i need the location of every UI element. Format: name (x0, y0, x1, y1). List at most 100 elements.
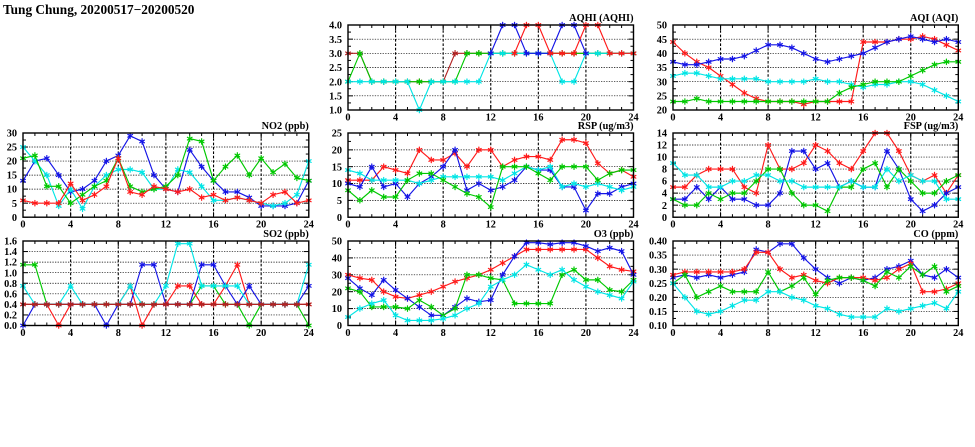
svg-text:12: 12 (485, 328, 495, 339)
svg-text:8: 8 (765, 113, 770, 124)
svg-text:14: 14 (657, 128, 667, 139)
svg-text:25: 25 (331, 128, 341, 139)
svg-text:10: 10 (331, 179, 341, 190)
svg-text:45: 45 (657, 35, 667, 46)
svg-text:0: 0 (345, 328, 350, 339)
svg-text:8: 8 (662, 164, 667, 175)
svg-text:12: 12 (160, 328, 170, 339)
svg-text:40: 40 (331, 254, 341, 265)
svg-text:1.4: 1.4 (4, 247, 17, 258)
svg-text:30: 30 (657, 77, 667, 88)
svg-text:0.4: 0.4 (4, 300, 17, 311)
svg-text:0: 0 (670, 219, 675, 230)
svg-text:4: 4 (68, 219, 73, 230)
svg-text:12: 12 (810, 113, 820, 124)
svg-text:2.0: 2.0 (329, 77, 342, 88)
svg-text:12: 12 (810, 219, 820, 230)
svg-text:25: 25 (657, 91, 667, 102)
svg-text:16: 16 (858, 328, 868, 339)
svg-text:12: 12 (160, 219, 170, 230)
svg-text:4.0: 4.0 (329, 21, 342, 32)
svg-text:30: 30 (6, 128, 16, 139)
svg-text:0.30: 0.30 (649, 265, 667, 276)
svg-text:0.6: 0.6 (4, 290, 17, 301)
svg-text:0.10: 0.10 (649, 321, 667, 332)
svg-text:8: 8 (765, 219, 770, 230)
svg-text:2.5: 2.5 (329, 63, 342, 74)
svg-text:AQI (AQI): AQI (AQI) (910, 13, 958, 24)
svg-text:6: 6 (662, 176, 667, 187)
svg-text:20: 20 (256, 328, 266, 339)
svg-text:20: 20 (580, 328, 590, 339)
svg-text:10: 10 (657, 152, 667, 163)
svg-text:0.0: 0.0 (4, 321, 17, 332)
svg-text:0: 0 (337, 321, 342, 332)
svg-text:4: 4 (718, 219, 723, 230)
svg-text:12: 12 (485, 219, 495, 230)
svg-text:8: 8 (115, 328, 120, 339)
svg-text:8: 8 (440, 328, 445, 339)
svg-text:12: 12 (810, 328, 820, 339)
svg-text:16: 16 (858, 219, 868, 230)
svg-text:4: 4 (718, 113, 723, 124)
svg-text:24: 24 (953, 328, 963, 339)
svg-text:AQHI (AQHI): AQHI (AQHI) (569, 13, 633, 24)
svg-text:O3 (ppb): O3 (ppb) (593, 229, 633, 240)
svg-text:20: 20 (905, 328, 915, 339)
svg-text:15: 15 (6, 170, 16, 181)
svg-text:8: 8 (440, 113, 445, 124)
svg-text:16: 16 (858, 113, 868, 124)
svg-text:4: 4 (718, 328, 723, 339)
svg-text:0: 0 (20, 219, 25, 230)
svg-text:50: 50 (331, 237, 341, 248)
svg-text:0.25: 0.25 (649, 279, 667, 290)
svg-text:NO2 (ppb): NO2 (ppb) (261, 121, 308, 132)
svg-text:10: 10 (331, 304, 341, 315)
svg-text:0: 0 (337, 212, 342, 223)
svg-text:4: 4 (393, 219, 398, 230)
svg-text:0.8: 0.8 (4, 279, 17, 290)
svg-text:1.0: 1.0 (329, 106, 342, 117)
svg-text:40: 40 (657, 49, 667, 60)
svg-text:0.40: 0.40 (649, 237, 667, 248)
svg-text:0: 0 (662, 212, 667, 223)
svg-text:4: 4 (68, 328, 73, 339)
svg-text:35: 35 (657, 63, 667, 74)
svg-text:15: 15 (331, 162, 341, 173)
svg-text:CO (ppm): CO (ppm) (913, 229, 958, 240)
svg-text:0.15: 0.15 (649, 307, 667, 318)
svg-text:8: 8 (115, 219, 120, 230)
svg-text:0: 0 (11, 212, 16, 223)
svg-text:1.2: 1.2 (4, 258, 17, 269)
svg-text:SO2 (ppb): SO2 (ppb) (263, 229, 309, 240)
svg-text:3.0: 3.0 (329, 49, 342, 60)
svg-text:FSP (ug/m3): FSP (ug/m3) (903, 121, 958, 132)
svg-text:8: 8 (440, 219, 445, 230)
svg-text:16: 16 (533, 328, 543, 339)
svg-text:4: 4 (393, 113, 398, 124)
svg-text:20: 20 (6, 156, 16, 167)
svg-text:20: 20 (657, 106, 667, 117)
svg-text:20: 20 (331, 288, 341, 299)
svg-text:8: 8 (765, 328, 770, 339)
svg-text:3.5: 3.5 (329, 35, 342, 46)
svg-text:12: 12 (485, 113, 495, 124)
svg-text:5: 5 (337, 196, 342, 207)
svg-text:16: 16 (208, 219, 218, 230)
svg-text:0: 0 (670, 113, 675, 124)
svg-text:16: 16 (533, 113, 543, 124)
svg-text:30: 30 (331, 271, 341, 282)
svg-text:1.5: 1.5 (329, 91, 342, 102)
svg-text:12: 12 (657, 140, 667, 151)
svg-text:25: 25 (6, 142, 16, 153)
svg-text:16: 16 (533, 219, 543, 230)
svg-text:2: 2 (662, 200, 667, 211)
svg-text:0: 0 (20, 328, 25, 339)
svg-text:1.0: 1.0 (4, 269, 17, 280)
svg-text:20: 20 (331, 145, 341, 156)
svg-text:0: 0 (670, 328, 675, 339)
svg-text:1.6: 1.6 (4, 237, 17, 248)
svg-text:20: 20 (580, 219, 590, 230)
svg-text:0: 0 (345, 113, 350, 124)
svg-text:0.35: 0.35 (649, 251, 667, 262)
